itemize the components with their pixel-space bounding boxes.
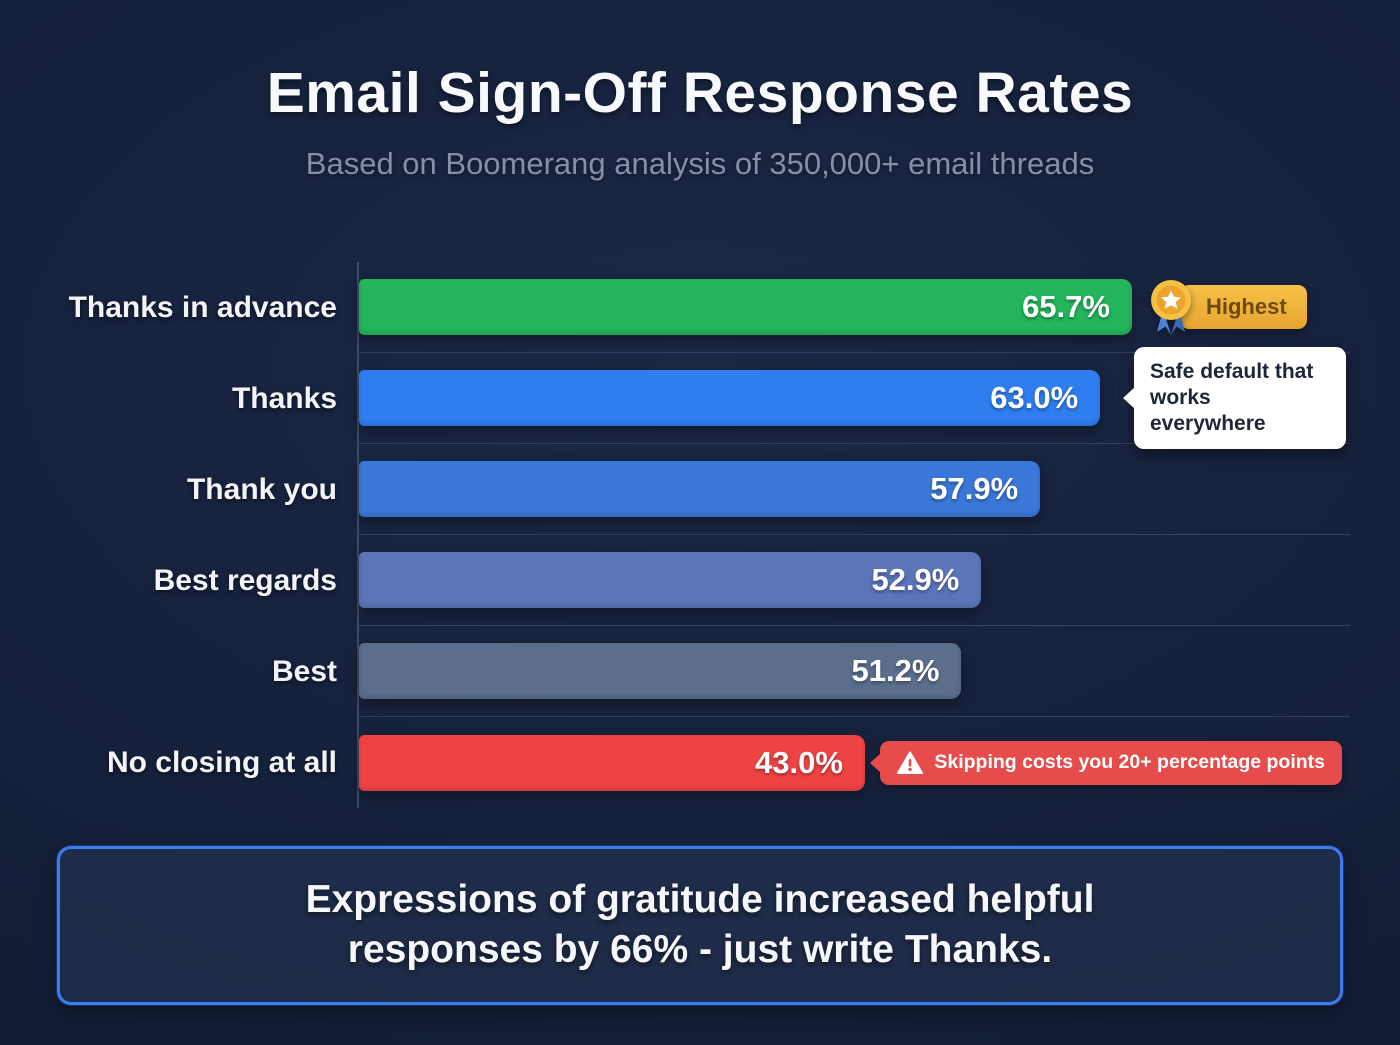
value-label: 51.2%	[851, 653, 940, 688]
bar-thank-you: 57.9%	[359, 461, 1041, 517]
skipping-warning-callout: Skipping costs you 20+ percentage points	[880, 740, 1342, 785]
bar-track: 65.7% Highest	[357, 262, 1350, 353]
warning-icon	[897, 751, 924, 774]
category-label: Thank you	[186, 472, 337, 506]
tooltip-text: Safe default that works everywhere	[1150, 359, 1314, 436]
value-label: 57.9%	[930, 471, 1019, 506]
chart-row: Best regards 52.9%	[0, 535, 1350, 626]
chart-row: No closing at all 43.0% Skipping costs you…	[0, 717, 1350, 808]
safe-default-tooltip: Safe default that works everywhere	[1134, 346, 1346, 450]
medal-icon	[1150, 280, 1191, 335]
category-label: Thanks	[231, 381, 337, 415]
bar-no-closing-at-all: 43.0%	[359, 734, 865, 791]
bar-best-regards: 52.9%	[359, 552, 982, 608]
page-subtitle: Based on Boomerang analysis of 350,000+ …	[305, 146, 1095, 181]
category-label: Best	[271, 654, 337, 688]
warning-text: Skipping costs you 20+ percentage points	[934, 751, 1325, 773]
summary-text-line2: responses by 66% - just write Thanks.	[347, 927, 1053, 971]
highest-badge: Highest	[1148, 277, 1307, 337]
category-label: Thanks in advance	[68, 290, 337, 324]
bar-track: 43.0% Skipping costs you 20+ percentage p…	[357, 717, 1350, 808]
value-label: 65.7%	[1022, 289, 1110, 324]
chart-row: Thanks 63.0% Safe default that works every…	[0, 346, 1350, 450]
bar-track: 51.2%	[357, 626, 1350, 717]
bar-track: 52.9%	[357, 535, 1350, 626]
category-label: No closing at all	[106, 745, 337, 779]
value-label: 43.0%	[754, 744, 843, 780]
bar-thanks-in-advance: 65.7%	[359, 279, 1132, 335]
bar-best: 51.2%	[359, 643, 962, 699]
value-label: 52.9%	[871, 562, 960, 597]
bar-track: 57.9%	[357, 444, 1350, 535]
page-title: Email Sign-Off Response Rates	[266, 61, 1134, 125]
category-label: Best regards	[153, 563, 337, 597]
bar-thanks: 63.0%	[359, 370, 1101, 426]
chart-row: Thanks in advance 65.7% Highest	[0, 262, 1350, 353]
value-label: 63.0%	[990, 380, 1079, 415]
highest-badge-label: Highest	[1179, 285, 1307, 329]
bar-track: 63.0% Safe default that works everywhere	[357, 346, 1350, 450]
chart-rows: Thanks in advance 65.7% Highest Thanks 63.0%…	[0, 262, 1350, 808]
summary-text-line1: Expressions of gratitude increased helpf…	[305, 878, 1095, 921]
chart-row: Thank you 57.9%	[0, 444, 1350, 535]
chart-row: Best 51.2%	[0, 626, 1350, 717]
summary-callout: Expressions of gratitude increased helpf…	[57, 846, 1343, 1006]
bar-chart: Thanks in advance 65.7% Highest Thanks 63.0%…	[0, 262, 1400, 808]
